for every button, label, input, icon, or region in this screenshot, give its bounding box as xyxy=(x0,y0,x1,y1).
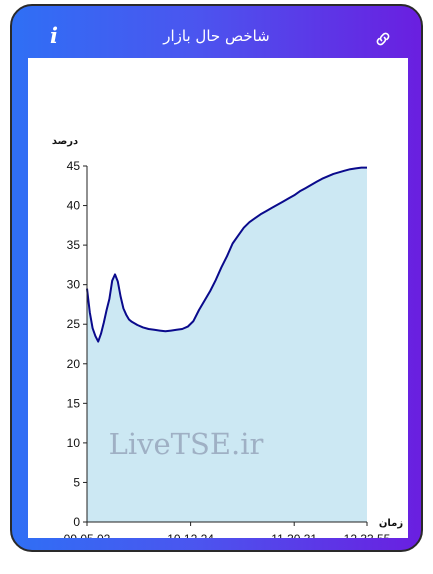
y-tick-label: 25 xyxy=(67,317,81,331)
axis-labels: درصد زمان xyxy=(52,136,404,529)
chart-panel: LiveTSE.ir 0 5 10 15 20 25 30 35 40 45 09.05.02 10… xyxy=(28,58,408,538)
x-axis-title: زمان xyxy=(379,518,403,529)
link-icon[interactable] xyxy=(374,30,392,48)
series-line xyxy=(86,166,367,343)
x-tick-label: 09.05.02 xyxy=(64,532,111,538)
line-layer xyxy=(86,166,367,343)
watermark-layer: LiveTSE.ir xyxy=(109,427,264,461)
y-tick-label: 10 xyxy=(67,436,81,450)
y-tick-label: 35 xyxy=(67,238,81,252)
index-chart: LiveTSE.ir 0 5 10 15 20 25 30 35 40 45 09.05.02 10… xyxy=(52,136,404,538)
y-axis-title: درصد xyxy=(52,136,78,147)
y-tick-label: 40 xyxy=(67,199,81,213)
watermark-text: LiveTSE.ir xyxy=(109,427,264,461)
x-tick-label: 11.30.31 xyxy=(271,532,317,538)
y-tick-label: 5 xyxy=(73,475,80,489)
axis-layer xyxy=(86,166,367,523)
info-icon[interactable]: i xyxy=(50,23,58,48)
y-tick-label: 45 xyxy=(67,159,81,173)
y-tick-label: 0 xyxy=(73,515,80,529)
y-tick-label: 15 xyxy=(67,396,81,410)
x-tick-label: 10.12.24 xyxy=(167,532,214,538)
y-ticks: 0 5 10 15 20 25 30 35 40 45 xyxy=(67,159,87,529)
y-tick-label: 30 xyxy=(67,278,81,292)
x-ticks: 09.05.02 10.12.24 11.30.31 12.33.55 xyxy=(64,522,391,538)
y-tick-label: 20 xyxy=(67,357,81,371)
market-status-widget: i شاخص حال بازار LiveTSE.ir 0 5 10 15 20 25 30… xyxy=(10,4,423,552)
widget-header: i شاخص حال بازار xyxy=(12,6,421,58)
x-tick-label: 12.33.55 xyxy=(344,532,391,538)
area-fill xyxy=(87,167,367,522)
widget-title: شاخص حال بازار xyxy=(163,27,270,45)
area-layer xyxy=(87,167,367,522)
